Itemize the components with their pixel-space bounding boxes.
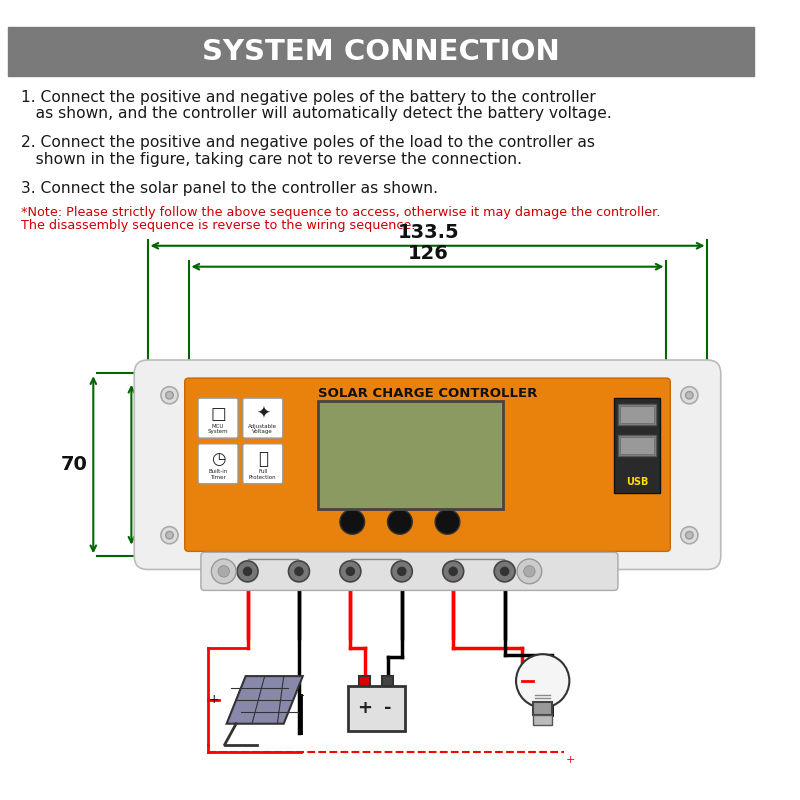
Circle shape (346, 566, 355, 576)
Circle shape (294, 566, 304, 576)
Text: Full
Protection: Full Protection (249, 470, 277, 480)
Circle shape (242, 566, 252, 576)
Text: 2. Connect the positive and negative poles of the load to the controller as: 2. Connect the positive and negative pol… (21, 135, 595, 150)
Text: *Note: Please strictly follow the above sequence to access, otherwise it may dam: *Note: Please strictly follow the above … (21, 206, 660, 218)
Text: 1. Connect the positive and negative poles of the battery to the controller: 1. Connect the positive and negative pol… (21, 90, 596, 105)
Bar (618, 404, 656, 425)
Bar (620, 406, 654, 423)
Bar (533, 715, 552, 725)
Circle shape (435, 510, 460, 534)
Circle shape (494, 561, 515, 582)
Bar (359, 676, 370, 686)
Text: USB: USB (626, 477, 648, 487)
Text: MCU
System: MCU System (208, 424, 228, 434)
Bar (320, 403, 501, 507)
Bar (533, 702, 552, 715)
Text: -: - (299, 689, 303, 702)
Circle shape (516, 654, 570, 707)
Text: 3. Connect the solar panel to the controller as shown.: 3. Connect the solar panel to the contro… (21, 181, 438, 196)
Bar (318, 401, 502, 510)
FancyBboxPatch shape (201, 552, 618, 590)
FancyBboxPatch shape (242, 444, 282, 484)
Text: ⚿: ⚿ (258, 450, 268, 469)
Bar (382, 676, 394, 686)
Circle shape (166, 531, 174, 539)
Text: The disassembly sequence is reverse to the wiring sequence.: The disassembly sequence is reverse to t… (21, 219, 415, 232)
Circle shape (161, 526, 178, 544)
Text: SOLAR CHARGE CONTROLLER: SOLAR CHARGE CONTROLLER (318, 387, 537, 400)
FancyBboxPatch shape (198, 398, 238, 438)
Circle shape (340, 510, 365, 534)
Circle shape (289, 561, 310, 582)
Text: +: + (566, 755, 575, 765)
Text: 133.5: 133.5 (398, 223, 459, 242)
Text: ✦: ✦ (256, 405, 270, 422)
Text: 126: 126 (408, 244, 449, 263)
Text: Adjustable
Voltage: Adjustable Voltage (248, 424, 278, 434)
FancyBboxPatch shape (134, 360, 721, 570)
Bar (620, 437, 654, 454)
Polygon shape (226, 676, 302, 724)
Text: shown in the figure, taking care not to reverse the connection.: shown in the figure, taking care not to … (21, 151, 522, 166)
Text: -: - (384, 699, 391, 718)
Circle shape (449, 566, 458, 576)
Text: 50.5: 50.5 (137, 455, 185, 474)
Text: ◷: ◷ (210, 450, 226, 469)
Text: as shown, and the controller will automatically detect the battery voltage.: as shown, and the controller will automa… (21, 106, 612, 121)
Circle shape (681, 526, 698, 544)
Text: SYSTEM CONNECTION: SYSTEM CONNECTION (202, 38, 560, 66)
Circle shape (517, 559, 542, 584)
Circle shape (524, 566, 535, 577)
Text: +: + (208, 694, 219, 706)
Circle shape (397, 566, 406, 576)
Circle shape (442, 561, 464, 582)
Circle shape (161, 386, 178, 404)
FancyBboxPatch shape (185, 378, 670, 551)
Circle shape (686, 391, 693, 399)
Circle shape (237, 561, 258, 582)
Circle shape (391, 561, 412, 582)
Text: Built-in
Timer: Built-in Timer (209, 470, 228, 480)
Circle shape (211, 559, 236, 584)
FancyBboxPatch shape (242, 398, 282, 438)
Text: +: + (357, 699, 372, 718)
Bar (618, 435, 656, 456)
Circle shape (218, 566, 230, 577)
Circle shape (387, 510, 412, 534)
Circle shape (686, 531, 693, 539)
Circle shape (500, 566, 510, 576)
Text: □: □ (210, 405, 226, 422)
Circle shape (166, 391, 174, 399)
Bar (614, 398, 660, 494)
Bar (8, 26, 754, 76)
Text: 70: 70 (61, 455, 87, 474)
FancyBboxPatch shape (198, 444, 238, 484)
Circle shape (681, 386, 698, 404)
Bar (347, 686, 405, 731)
Circle shape (340, 561, 361, 582)
